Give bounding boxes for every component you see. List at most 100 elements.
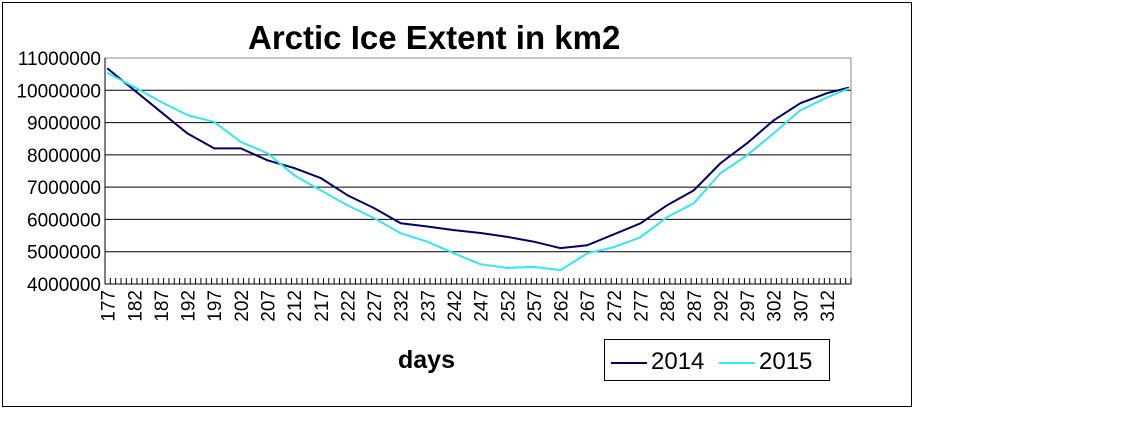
data-point-2015	[213, 121, 216, 123]
y-tick-label: 7000000	[27, 178, 101, 199]
data-point-2015	[266, 152, 269, 155]
x-tick-label: 197	[205, 290, 226, 322]
x-tick-label: 222	[338, 290, 359, 322]
x-tick-label: 177	[99, 290, 120, 322]
data-point-2014	[799, 102, 802, 104]
y-tick-label: 9000000	[27, 114, 101, 135]
data-point-2014	[453, 229, 455, 231]
legend-item-2015: 2015	[719, 348, 812, 376]
data-point-2014	[533, 240, 535, 243]
data-point-2015	[506, 267, 509, 269]
data-point-2014	[613, 233, 615, 236]
x-tick-label: 237	[418, 290, 439, 322]
chart-title: Arctic Ice Extent in km2	[248, 19, 621, 56]
y-tick-label: 8000000	[27, 146, 101, 167]
y-tick-label: 11000000	[18, 49, 101, 70]
data-point-2014	[293, 167, 295, 169]
x-tick-label: 217	[312, 290, 333, 322]
data-point-2015	[453, 252, 455, 255]
data-point-2014	[426, 225, 429, 228]
data-point-2014	[240, 147, 242, 150]
data-point-2015	[426, 240, 429, 243]
x-tick-label: 242	[445, 290, 466, 322]
x-tick-label: 232	[392, 290, 413, 322]
data-point-2014	[693, 189, 695, 192]
x-tick-label: 182	[125, 290, 146, 322]
data-point-2015	[719, 172, 722, 175]
data-point-2015	[533, 266, 535, 268]
data-point-2015	[293, 174, 295, 176]
data-point-2014	[666, 204, 668, 207]
legend: 2014 2015	[604, 339, 830, 381]
data-point-2014	[639, 222, 642, 225]
x-tick-label: 292	[711, 290, 732, 322]
data-point-2015	[133, 86, 136, 88]
x-tick-label: 252	[498, 290, 519, 322]
data-point-2015	[666, 216, 668, 218]
x-tick-label: 227	[365, 290, 386, 322]
data-point-2015	[826, 96, 828, 99]
data-point-2015	[399, 232, 402, 235]
x-tick-label: 207	[259, 290, 280, 322]
y-tick-label: 10000000	[16, 81, 101, 102]
data-point-2014	[320, 177, 322, 179]
data-point-2014	[506, 236, 509, 238]
data-point-2015	[693, 202, 695, 205]
data-point-2015	[613, 246, 615, 248]
data-point-2015	[479, 263, 482, 266]
data-point-2015	[586, 252, 589, 255]
data-point-2014	[746, 142, 748, 145]
y-tick-label: 4000000	[27, 275, 101, 296]
data-point-2014	[586, 244, 589, 247]
legend-swatch-2015	[719, 361, 755, 364]
legend-item-2014: 2014	[611, 348, 704, 376]
x-tick-label: 282	[658, 290, 679, 322]
x-tick-label: 312	[818, 290, 839, 322]
data-point-2015	[373, 217, 375, 219]
data-point-2014	[399, 222, 402, 225]
x-tick-label: 302	[765, 290, 786, 322]
data-point-2014	[826, 92, 828, 94]
data-point-2014	[106, 67, 109, 70]
data-point-2014	[213, 147, 216, 150]
x-tick-label: 267	[578, 290, 599, 322]
data-point-2015	[799, 109, 802, 112]
data-point-2015	[847, 87, 850, 90]
x-tick-label: 297	[738, 290, 759, 322]
data-point-2015	[160, 101, 162, 103]
y-tick-label: 6000000	[27, 210, 101, 231]
data-point-2014	[160, 111, 162, 113]
x-tick-label: 247	[472, 290, 493, 322]
x-tick-label: 272	[605, 290, 626, 322]
data-point-2015	[106, 72, 109, 74]
legend-label-2015: 2015	[759, 348, 813, 375]
x-tick-label: 202	[232, 290, 253, 322]
legend-label-2014: 2014	[651, 348, 705, 375]
data-point-2014	[373, 207, 375, 209]
data-point-2015	[320, 189, 322, 192]
data-point-2014	[186, 132, 189, 135]
data-point-2014	[346, 194, 349, 197]
y-tick-label: 5000000	[27, 243, 101, 264]
data-point-2014	[266, 159, 269, 162]
x-tick-label: 257	[525, 290, 546, 322]
x-tick-label: 262	[552, 290, 573, 322]
x-tick-label: 187	[152, 290, 173, 322]
x-axis-label: days	[398, 346, 455, 374]
data-point-2015	[772, 132, 775, 135]
data-point-2015	[240, 141, 242, 143]
data-point-2014	[479, 232, 482, 234]
x-tick-label: 307	[791, 290, 812, 322]
data-point-2015	[186, 114, 189, 116]
data-point-2015	[746, 154, 748, 156]
data-point-2015	[559, 269, 562, 271]
data-point-2014	[772, 119, 775, 122]
data-point-2014	[559, 247, 562, 249]
x-tick-label: 192	[179, 290, 200, 322]
data-point-2014	[719, 162, 722, 165]
data-point-2015	[346, 204, 349, 207]
x-tick-label: 212	[285, 290, 306, 322]
x-tick-label: 277	[632, 290, 653, 322]
x-tick-label: 287	[685, 290, 706, 322]
